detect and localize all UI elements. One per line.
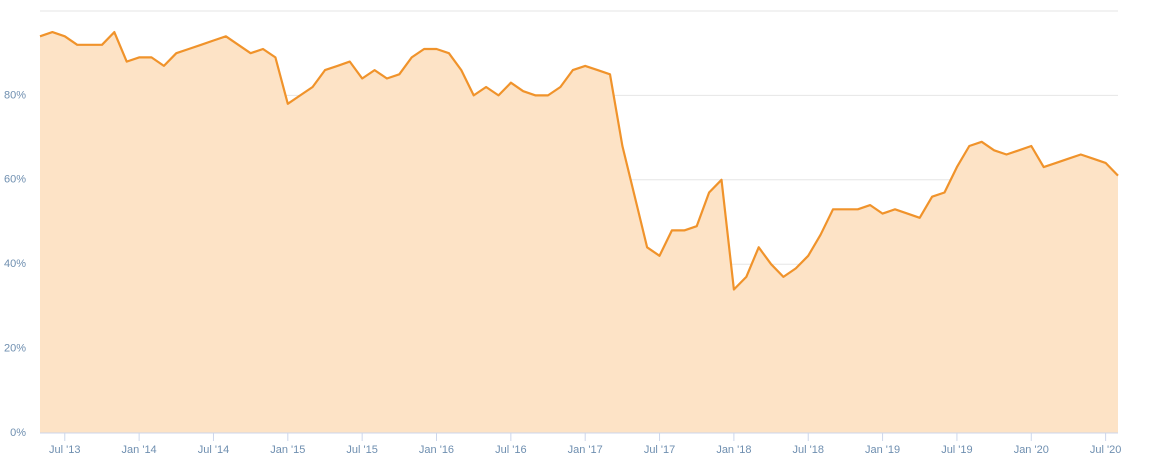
y-tick-label: 20% (4, 343, 26, 355)
x-tick-label: Jul '15 (346, 444, 377, 456)
y-tick-label: 80% (4, 89, 26, 101)
x-tick-label: Jan '16 (419, 444, 454, 456)
x-tick-label: Jan '17 (568, 444, 603, 456)
x-tick-label: Jul '17 (644, 444, 675, 456)
x-tick-label: Jul '18 (793, 444, 824, 456)
x-tick-label: Jul '19 (941, 444, 972, 456)
x-tick-label: Jul '13 (49, 444, 80, 456)
y-tick-label: 60% (4, 174, 26, 186)
x-tick-label: Jul '16 (495, 444, 526, 456)
area (40, 32, 1118, 433)
y-tick-label: 40% (4, 258, 26, 270)
x-tick-label: Jan '19 (865, 444, 900, 456)
x-tick-label: Jul '20 (1090, 444, 1121, 456)
x-tick-label: Jan '14 (122, 444, 157, 456)
x-tick-label: Jan '20 (1014, 444, 1049, 456)
line (39, 31, 1119, 291)
x-tick-label: Jan '18 (716, 444, 751, 456)
x-tick-label: Jan '15 (270, 444, 305, 456)
x-tick-label: Jul '14 (198, 444, 229, 456)
y-tick-label: 0% (10, 427, 26, 439)
